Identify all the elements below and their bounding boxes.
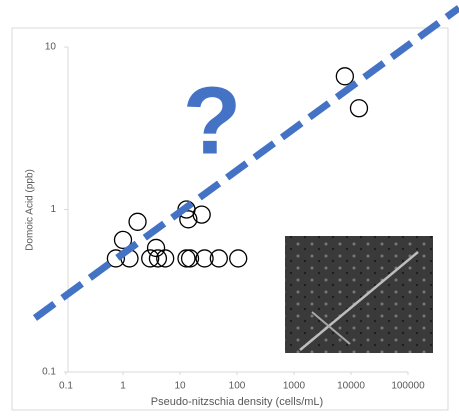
data-point [349,99,369,118]
data-point [229,249,248,268]
x-tick-label: 10000 [337,381,365,392]
x-tick-label: 10 [174,381,186,392]
data-point [146,238,166,258]
y-axis-label: Domoic Acid (ppb) [25,169,36,251]
x-tick-label: 0.1 [59,381,73,392]
y-tick-label: 0.1 [42,367,56,378]
y-tick-label: 10 [45,42,57,53]
x-tick-label: 100000 [391,381,425,392]
data-point [156,249,175,268]
data-point [180,249,200,268]
x-axis-label: Pseudo-nitzschia density (cells/mL) [151,396,323,408]
question-mark: ? [183,67,242,174]
x-tick-label: 100 [229,381,246,392]
chart-border [11,27,449,411]
data-point [179,210,198,229]
data-point [106,249,126,268]
data-point [141,249,160,268]
data-point [335,67,354,86]
x-tick-label: 1000 [283,381,306,392]
x-tick-label: 1 [120,381,126,392]
trend-line [32,5,459,321]
data-point [209,249,228,268]
data-point [192,205,211,224]
data-point [128,212,147,231]
inset-micrograph [285,236,433,353]
data-point [195,249,214,268]
data-point [148,249,168,268]
data-point [177,249,196,268]
data-point [113,230,133,250]
y-tick-label: 1 [50,204,56,215]
